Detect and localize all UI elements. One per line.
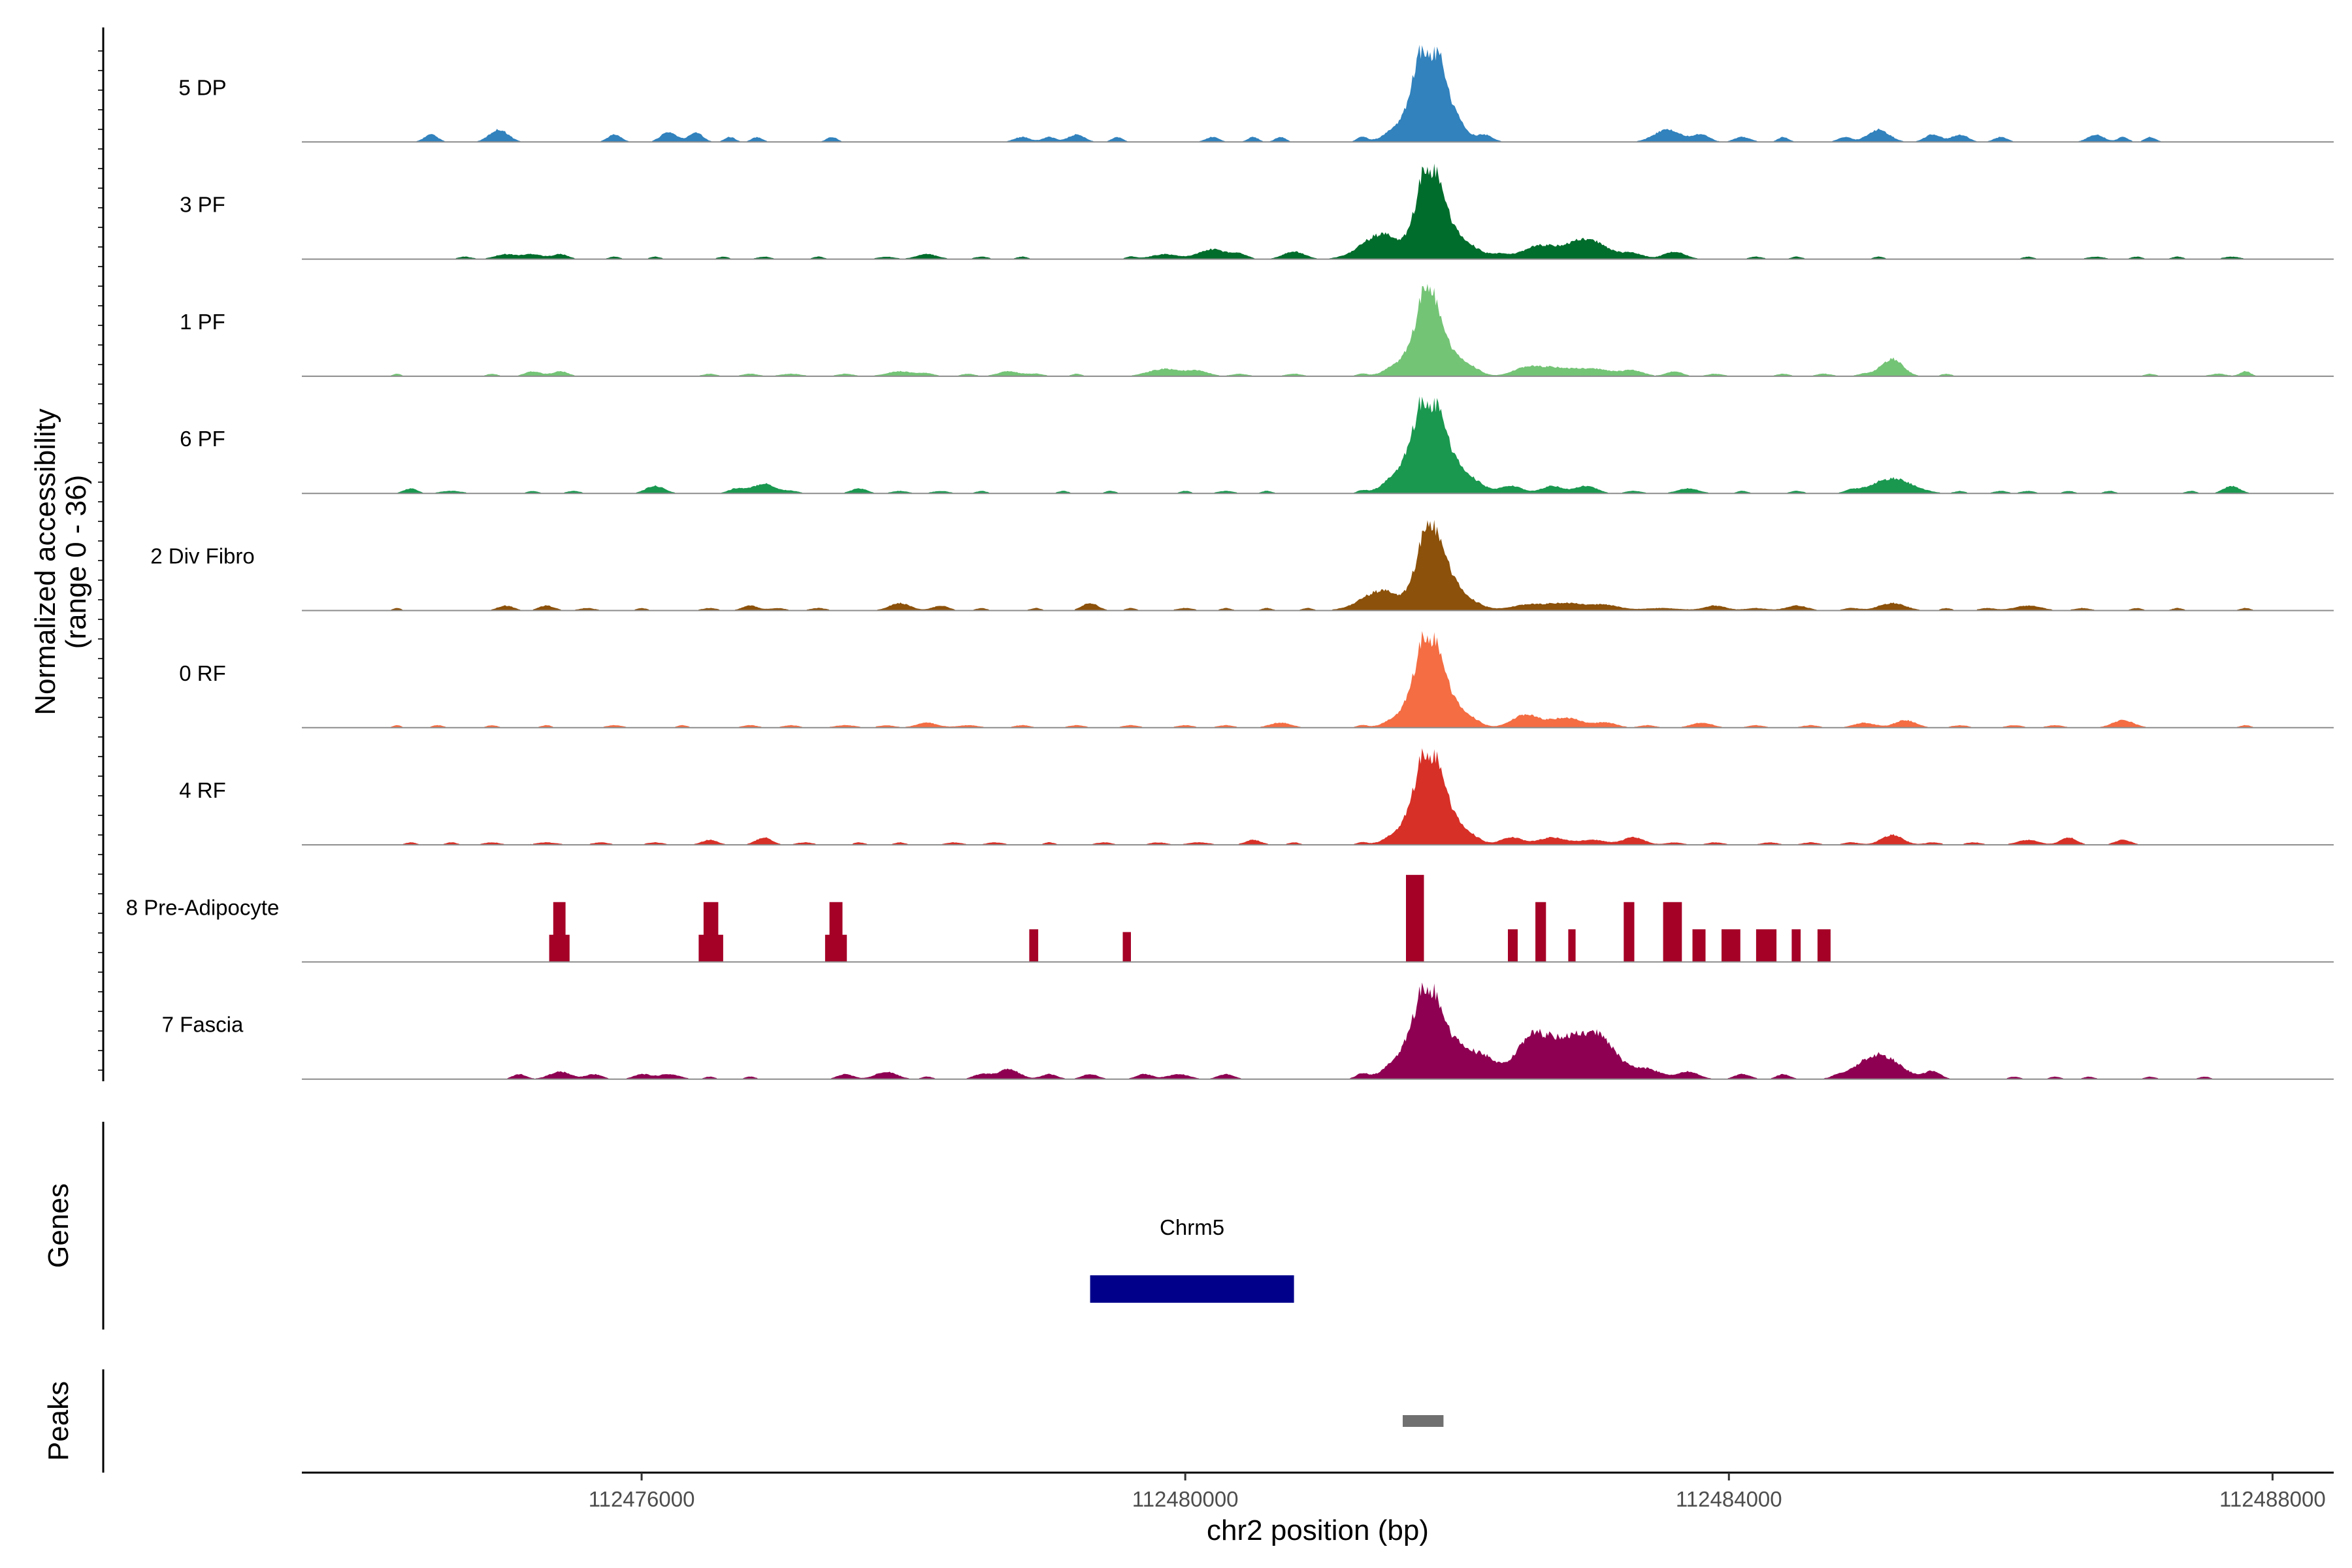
coverage-area — [302, 519, 2334, 611]
x-axis-ticks: 112476000 112480000 112484000 112488000 — [589, 1473, 2326, 1511]
x-tick-label: 112480000 — [1132, 1487, 1239, 1511]
peak-region — [1403, 1415, 1444, 1427]
coverage-area — [302, 630, 2334, 728]
track-label: 0 RF — [179, 661, 226, 685]
track-0-rf: 0 RF — [179, 630, 2334, 728]
coverage-area — [302, 163, 2334, 259]
genes-panel-label: Genes — [42, 1183, 74, 1268]
track-6-pf: 6 PF — [180, 396, 2334, 495]
track-label: 3 PF — [180, 193, 225, 217]
track-2-div-fibro: 2 Div Fibro — [150, 519, 2334, 612]
gene-track: Chrm5 — [1090, 1215, 1294, 1303]
track-8-pre-adipocyte: 8 Pre-Adipocyte — [126, 875, 2334, 963]
coverage-area — [549, 875, 1835, 962]
x-tick-label: 112484000 — [1676, 1487, 1782, 1511]
track-1-pf: 1 PF — [180, 284, 2334, 377]
x-tick-label: 112476000 — [589, 1487, 695, 1511]
track-3-pf: 3 PF — [180, 163, 2334, 260]
coverage-area — [302, 396, 2334, 494]
peaks-panel-label: Peaks — [42, 1381, 74, 1461]
coverage-area — [302, 284, 2334, 376]
coverage-area — [302, 44, 2334, 142]
track-label: 5 DP — [178, 75, 226, 99]
coverage-area — [302, 748, 2334, 845]
track-label: 4 RF — [179, 778, 226, 802]
track-label: 7 Fascia — [162, 1013, 244, 1037]
y-axis-title-line-1: Normalized accessibility — [29, 408, 61, 715]
y-axis-title-group: Normalized accessibility (range 0 - 36) — [29, 408, 92, 715]
coverage-area — [302, 982, 2334, 1079]
y-axis-title-line-2: (range 0 - 36) — [60, 475, 92, 649]
track-label: 8 Pre-Adipocyte — [126, 895, 280, 919]
coverage-tracks: 5 DP 3 PF 1 PF 6 PF 2 Div Fibro 0 RF 4 RF 8 Pre… — [126, 44, 2334, 1080]
peak-track — [1403, 1415, 1444, 1427]
gene-name: Chrm5 — [1160, 1215, 1224, 1239]
track-4-rf: 4 RF — [179, 748, 2334, 846]
track-7-fascia: 7 Fascia — [162, 982, 2334, 1080]
x-axis-title: chr2 position (bp) — [1207, 1514, 1429, 1546]
track-label: 6 PF — [180, 427, 225, 451]
track-5-dp: 5 DP — [178, 44, 2334, 143]
genes-label-group: Genes — [42, 1183, 74, 1268]
track-label: 2 Div Fibro — [150, 544, 255, 568]
peaks-label-group: Peaks — [42, 1381, 74, 1461]
track-label: 1 PF — [180, 310, 225, 334]
gene-body — [1090, 1275, 1294, 1303]
x-tick-label: 112488000 — [2219, 1487, 2326, 1511]
